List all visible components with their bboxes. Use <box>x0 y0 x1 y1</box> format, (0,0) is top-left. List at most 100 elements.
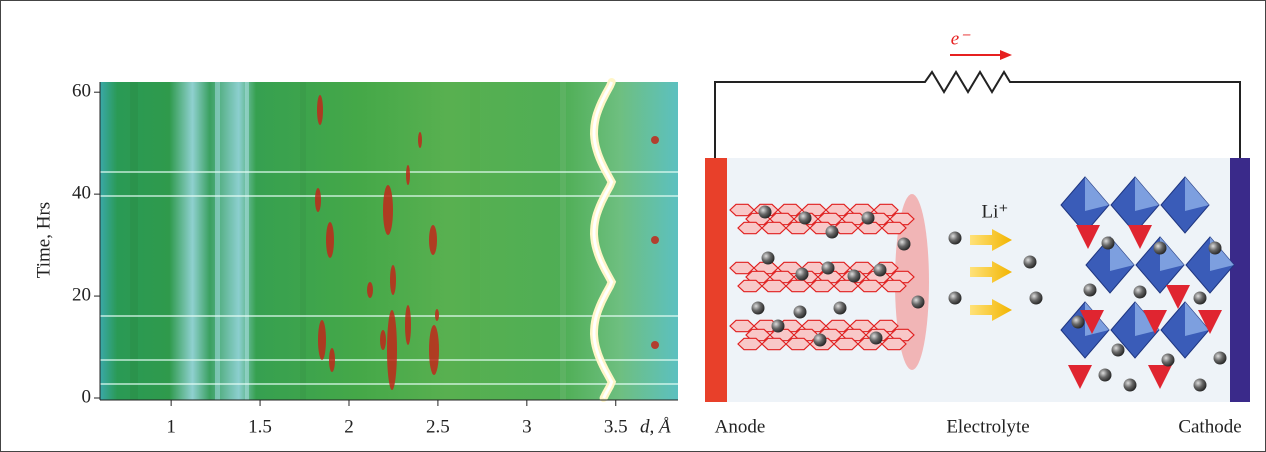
octahedron-face <box>1185 177 1209 211</box>
heatmap-peak <box>651 136 659 144</box>
y-tick-label: 0 <box>82 386 92 407</box>
lithium-ion <box>1111 343 1125 357</box>
graphene-ring <box>809 279 835 293</box>
graphene-ring <box>737 279 763 293</box>
lithium-ion <box>1098 368 1112 382</box>
graphene-ring <box>881 221 907 235</box>
y-tick-label: 20 <box>72 284 91 305</box>
lithium-ion <box>761 251 775 265</box>
lithium-ion <box>825 225 839 239</box>
x-tick-label: 3 <box>522 416 532 437</box>
lithium-ion <box>821 261 835 275</box>
tetrahedron <box>1080 310 1104 334</box>
lithium-ion <box>751 301 765 315</box>
heatmap-peak <box>387 310 397 390</box>
lithium-ion <box>795 267 809 281</box>
lithium-ion <box>793 305 807 319</box>
heatmap-peak <box>651 236 659 244</box>
y-axis-label: Time, Hrs <box>33 202 54 278</box>
lithium-ion <box>1208 241 1222 255</box>
x-tick-label: 3.5 <box>604 416 628 437</box>
tetrahedron <box>1198 310 1222 334</box>
octahedron-face <box>1135 177 1159 211</box>
tetrahedron <box>1068 365 1092 389</box>
lithium-ion <box>911 295 925 309</box>
graphene-ring <box>737 221 763 235</box>
lithium-ion <box>1071 315 1085 329</box>
graphene-ring <box>857 279 883 293</box>
graphene-ring <box>761 337 787 351</box>
ion-arrow <box>970 261 1012 283</box>
y-tick-label: 40 <box>72 182 91 203</box>
heatmap-stripe <box>245 82 249 400</box>
x-axis-label: d, Å <box>640 416 671 437</box>
octahedron-face <box>1085 177 1109 211</box>
heatmap-peak <box>317 95 323 125</box>
lithium-ion <box>1083 283 1097 297</box>
heatmap-peak <box>435 309 439 321</box>
heatmap-stripe <box>130 82 138 400</box>
anode-label: Anode <box>715 416 766 437</box>
heatmap-peak <box>651 341 659 349</box>
lithium-ion <box>1193 291 1207 305</box>
lithium-ion <box>847 269 861 283</box>
lithium-ion <box>1133 285 1147 299</box>
lithium-ion <box>1029 291 1043 305</box>
ion-label: Li⁺ <box>982 201 1009 222</box>
octahedron-face <box>1185 302 1209 336</box>
graphene-ring <box>761 221 787 235</box>
graphene-ring <box>833 337 859 351</box>
x-tick-label: 2.5 <box>426 416 450 437</box>
heatmap-peak <box>380 330 386 350</box>
lithium-ion <box>1213 351 1227 365</box>
heatmap-peak <box>329 348 335 372</box>
electron-label: e⁻ <box>951 28 971 49</box>
graphene-ring <box>881 279 907 293</box>
graphene-ring <box>785 279 811 293</box>
heatmap-stripe <box>300 82 306 400</box>
lithium-ion <box>869 331 883 345</box>
heatmap-stripe <box>470 82 480 400</box>
lithium-ion <box>813 333 827 347</box>
heatmap-peak <box>429 225 437 255</box>
lithium-ion <box>1023 255 1037 269</box>
cathode-label: Cathode <box>1178 416 1241 437</box>
heatmap-peak <box>315 188 321 212</box>
heatmap-stripe <box>560 82 566 400</box>
lithium-ion <box>897 237 911 251</box>
lithium-ion <box>1101 236 1115 250</box>
battery-diagram <box>705 50 1250 402</box>
heatmap-stripe <box>215 82 220 400</box>
heatmap-peak <box>367 282 373 298</box>
heatmap-peak <box>390 265 396 295</box>
tetrahedron <box>1166 285 1190 309</box>
x-tick-label: 1 <box>166 416 176 437</box>
lithium-ion <box>1123 378 1137 392</box>
heatmap-ridge-core <box>592 81 614 399</box>
x-tick-label: 1.5 <box>248 416 272 437</box>
lithium-ion <box>861 211 875 225</box>
heatmap-peak <box>429 325 439 375</box>
heatmap-peak <box>418 132 422 148</box>
lithium-ion <box>1153 241 1167 255</box>
heatmap-peak <box>405 305 411 345</box>
heatmap-peak <box>318 320 326 360</box>
lithium-ion <box>771 319 785 333</box>
graphene-ring <box>737 337 763 351</box>
y-tick-label: 60 <box>72 81 91 102</box>
ion-arrow <box>970 229 1012 251</box>
lithium-ion <box>833 301 847 315</box>
heatmap-image <box>100 78 678 402</box>
tetrahedron <box>1128 225 1152 249</box>
lithium-ion <box>1193 378 1207 392</box>
graphene-ring <box>761 279 787 293</box>
electrolyte-label: Electrolyte <box>946 416 1029 437</box>
graphene-ring <box>729 261 755 275</box>
lithium-ion <box>1161 353 1175 367</box>
octahedron-face <box>1110 237 1134 271</box>
tetrahedron <box>1143 310 1167 334</box>
x-tick-label: 2 <box>344 416 354 437</box>
graphene-ring <box>729 319 755 333</box>
lithium-ion <box>873 263 887 277</box>
tetrahedron <box>1148 365 1172 389</box>
